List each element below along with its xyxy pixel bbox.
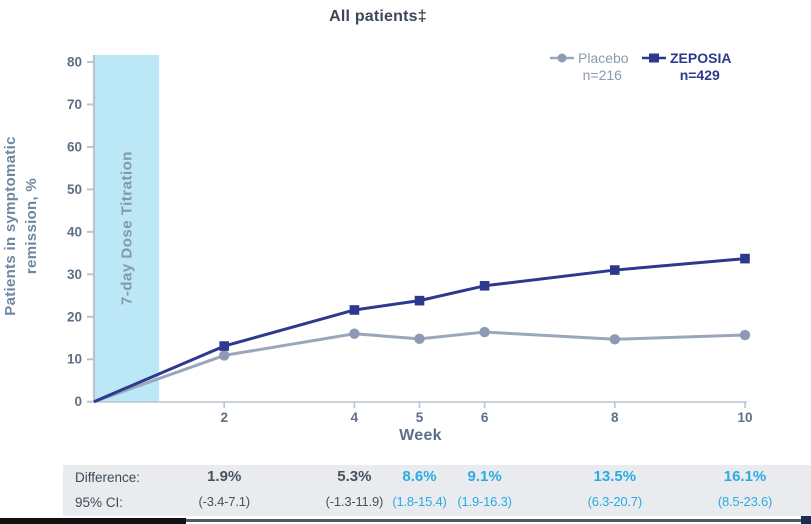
- zeposia-point-w10: [740, 253, 750, 264]
- placebo-point-w10: [739, 329, 751, 341]
- y-tick-label: 60: [67, 139, 82, 154]
- difference-value-w2: 1.9%: [207, 468, 242, 485]
- x-tick-label: 4: [351, 410, 359, 425]
- ci-value-w4: (-1.3-11.9): [325, 494, 384, 509]
- placebo-point-w4: [349, 328, 360, 339]
- x-tick-label: 5: [416, 410, 424, 425]
- x-tick-label: 6: [481, 410, 489, 425]
- difference-value-w6: 9.1%: [467, 468, 502, 485]
- placebo-point-w2: [219, 350, 230, 361]
- placebo-point-w6: [479, 326, 490, 338]
- zeposia-point-w5: [414, 295, 425, 306]
- legend-zeposia-label: ZEPOSIA: [670, 50, 732, 66]
- difference-row-label: Difference:: [75, 470, 141, 485]
- difference-value-w4: 5.3%: [337, 468, 372, 485]
- legend-placebo-label: Placebo: [578, 50, 629, 66]
- legend-item-placebo: Placebo n=216: [550, 50, 629, 83]
- difference-value-w8: 13.5%: [593, 468, 637, 485]
- y-tick-label: 70: [67, 97, 82, 112]
- ci-value-w5: (1.8-15.4): [392, 494, 447, 509]
- x-tick-label: 2: [220, 410, 228, 425]
- legend-placebo-n: n=216: [582, 67, 622, 83]
- zeposia-point-w8: [610, 265, 620, 275]
- ci-value-w2: (-3.4-7.1): [198, 494, 250, 509]
- legend-item-zeposia: ZEPOSIA n=429: [642, 50, 731, 83]
- zeposia-line: [93, 257, 746, 404]
- legend-zeposia-n: n=429: [679, 67, 720, 83]
- y-tick-label: 40: [67, 224, 82, 239]
- zeposia-point-w2: [219, 341, 229, 351]
- y-tick-label: 20: [67, 309, 82, 324]
- ci-row-label: 95% CI:: [75, 495, 124, 510]
- ci-value-w10: (8.5-23.6): [717, 494, 773, 509]
- y-tick-label: 10: [67, 352, 82, 367]
- difference-value-w5: 8.6%: [402, 468, 437, 485]
- placebo-point-w8: [609, 334, 620, 345]
- y-tick-label: 80: [67, 54, 82, 69]
- footer-corner-square: [801, 516, 811, 524]
- ci-value-w6: (1.9-16.3): [457, 494, 512, 509]
- stats-table: [63, 465, 811, 516]
- zeposia-marker-icon: [642, 53, 666, 63]
- x-tick-label: 8: [611, 410, 619, 425]
- chart-title: All patients‡: [329, 8, 427, 25]
- footer-black-bar: [0, 518, 186, 524]
- y-tick-label: 30: [67, 267, 82, 282]
- footer-slate-line: [186, 519, 811, 522]
- titration-band-label: 7-day Dose Titration: [119, 151, 136, 305]
- placebo-point-w5: [414, 333, 425, 345]
- difference-value-w10: 16.1%: [723, 468, 767, 485]
- x-tick-label: 10: [737, 410, 752, 425]
- y-tick-label: 50: [67, 182, 82, 197]
- x-axis-title: Week: [399, 427, 442, 444]
- titration-band: [94, 55, 160, 403]
- y-tick-label: 0: [74, 394, 82, 409]
- zeposia-point-w4: [349, 305, 360, 315]
- zeposia-point-w6: [479, 280, 490, 291]
- placebo-marker-icon: [550, 53, 574, 63]
- ci-value-w8: (6.3-20.7): [587, 494, 643, 509]
